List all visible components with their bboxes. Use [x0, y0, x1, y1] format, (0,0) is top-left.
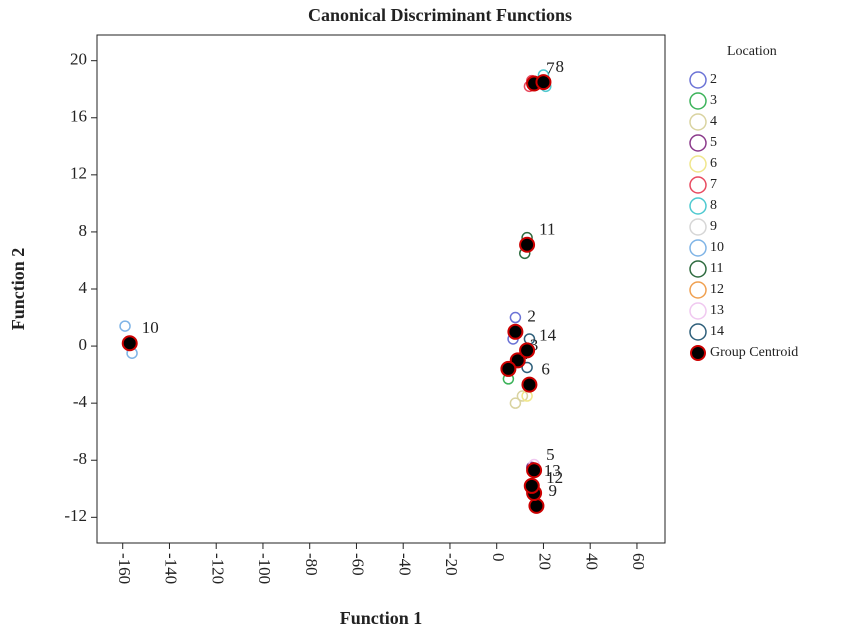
- legend-marker: [689, 218, 707, 236]
- legend-marker: [689, 323, 707, 341]
- x-tick-label: -20: [442, 553, 461, 576]
- legend-label: 2: [710, 72, 717, 87]
- legend-marker: [689, 155, 707, 173]
- y-tick-label: 4: [79, 278, 88, 297]
- y-tick-label: 0: [79, 335, 88, 354]
- x-tick-label: -60: [349, 553, 368, 576]
- centroid-label: 3: [530, 335, 539, 354]
- legend-label: 10: [710, 240, 724, 255]
- legend-marker: [689, 281, 707, 299]
- legend-marker: [689, 239, 707, 257]
- x-tick-label: -120: [208, 553, 227, 584]
- centroid-label: 7: [546, 58, 555, 77]
- point: [509, 397, 522, 409]
- point: [119, 320, 131, 332]
- x-tick-label: -40: [395, 553, 414, 576]
- legend-label: 7: [710, 177, 717, 192]
- y-tick-label: -12: [64, 506, 87, 525]
- legend-label: Group Centroid: [710, 345, 798, 360]
- legend-label: 6: [710, 156, 717, 171]
- legend-marker: [689, 71, 707, 89]
- x-tick-label: -80: [302, 553, 321, 576]
- chart-title: Canonical Discriminant Functions: [308, 5, 572, 25]
- centroid: [523, 477, 540, 494]
- centroid: [535, 74, 552, 91]
- centroid: [519, 236, 536, 253]
- x-tick-label: 0: [489, 553, 508, 562]
- x-tick-label: -140: [162, 553, 181, 584]
- x-tick-label: -160: [115, 553, 134, 584]
- centroid: [526, 462, 543, 479]
- legend-marker: [689, 176, 707, 194]
- legend-marker: [689, 92, 707, 110]
- x-tick-label: 20: [536, 553, 555, 570]
- legend-label: 5: [710, 135, 717, 150]
- y-tick-label: 20: [70, 50, 87, 69]
- centroid: [121, 335, 138, 352]
- centroid: [519, 342, 536, 359]
- centroid: [528, 497, 545, 514]
- legend-label: 11: [710, 261, 723, 276]
- centroid-label: 10: [142, 318, 159, 337]
- plot-frame: [96, 34, 666, 544]
- centroid: [500, 360, 517, 377]
- legend-label: 14: [710, 324, 724, 339]
- x-tick-label: 60: [629, 553, 648, 570]
- legend-marker: [689, 113, 707, 131]
- x-tick-label: 40: [582, 553, 601, 570]
- x-tick-label: -100: [255, 553, 274, 584]
- centroid-label: 11: [539, 220, 555, 239]
- x-axis-label: Function 1: [340, 608, 423, 628]
- y-axis-label: Function 2: [8, 248, 28, 331]
- legend-label: 12: [710, 282, 724, 297]
- y-tick-label: 8: [79, 221, 88, 240]
- legend-label: 9: [710, 219, 717, 234]
- y-tick-label: -8: [73, 449, 87, 468]
- centroid-label: 5: [546, 445, 555, 464]
- centroid-label: 8: [555, 57, 564, 76]
- centroid: [521, 376, 538, 393]
- legend-marker: [689, 134, 707, 152]
- point: [509, 311, 522, 324]
- point: [516, 390, 529, 402]
- legend-title: Location: [727, 44, 777, 59]
- legend-label: 4: [710, 114, 717, 129]
- centroid-label: 6: [541, 360, 550, 379]
- point: [521, 361, 533, 374]
- legend-marker: [690, 345, 706, 361]
- centroid-label: 2: [527, 307, 536, 326]
- centroid: [507, 323, 524, 340]
- legend-marker: [689, 302, 707, 320]
- legend-label: 13: [710, 303, 724, 318]
- legend-label: 3: [710, 93, 717, 108]
- legend-marker: [689, 197, 707, 215]
- y-tick-label: 16: [70, 107, 87, 126]
- centroid-label: 9: [548, 481, 557, 500]
- centroid-label: 13: [544, 461, 561, 480]
- y-tick-label: -4: [73, 392, 88, 411]
- centroid-label: 14: [539, 325, 557, 344]
- y-tick-label: 12: [70, 164, 87, 183]
- legend-label: 8: [710, 198, 717, 213]
- centroid-label: 12: [546, 468, 563, 487]
- legend-marker: [689, 260, 707, 278]
